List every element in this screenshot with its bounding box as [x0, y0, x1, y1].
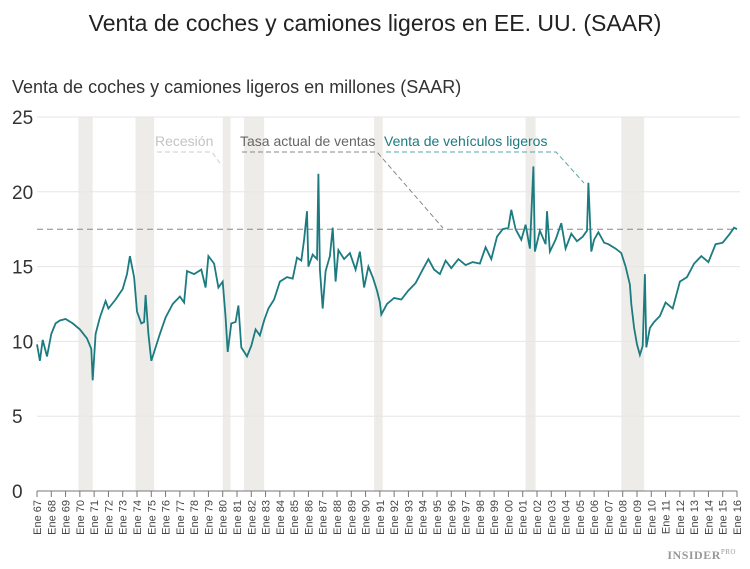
x-tick-label: Ene 16	[732, 500, 744, 535]
x-tick-label: Ene 86	[303, 500, 315, 535]
x-tick-label: Ene 72	[103, 500, 115, 535]
recession-band	[525, 117, 536, 491]
chart-title: Venta de coches y camiones ligeros en EE…	[88, 10, 662, 36]
x-tick-label: Ene 12	[675, 500, 687, 535]
y-tick-label: 15	[12, 258, 33, 279]
x-tick-label: Ene 94	[418, 500, 430, 535]
x-tick-label: Ene 90	[361, 500, 373, 535]
x-tick-label: Ene 01	[518, 500, 530, 535]
x-tick-label: Ene 68	[46, 500, 58, 535]
x-tick-label: Ene 78	[189, 500, 201, 535]
x-tick-label: Ene 11	[661, 500, 673, 534]
x-tick-label: Ene 92	[389, 500, 401, 535]
y-tick-label: 25	[12, 108, 33, 129]
x-tick-label: Ene 80	[218, 500, 230, 535]
x-tick-label: Ene 69	[61, 500, 73, 535]
recession-band	[222, 117, 231, 491]
x-tick-label: Ene 79	[203, 500, 215, 535]
insider-pro-logo: INSIDERPRO	[667, 548, 736, 562]
x-tick-label: Ene 98	[475, 500, 487, 535]
x-tick-label: Ene 08	[618, 500, 630, 535]
x-tick-label: Ene 67	[32, 500, 44, 535]
x-tick-label: Ene 03	[546, 500, 558, 535]
x-tick-label: Ene 76	[161, 500, 173, 535]
legend-series: Venta de vehículos ligeros	[384, 133, 547, 149]
x-tick-label: Ene 95	[432, 500, 444, 535]
x-tick-label: Ene 87	[318, 500, 330, 535]
x-tick-label: Ene 82	[246, 500, 258, 535]
recession-band	[374, 117, 383, 491]
annotations: Recesión Tasa actual de ventas Venta de …	[155, 133, 585, 229]
x-tick-label: Ene 96	[446, 500, 458, 535]
x-tick-label: Ene 07	[603, 500, 615, 535]
x-tick-label: Ene 70	[75, 500, 87, 535]
x-tick-label: Ene 13	[689, 500, 701, 535]
y-tick-label: 20	[12, 183, 33, 204]
x-tick-label: Ene 74	[132, 500, 144, 535]
x-tick-label: Ene 10	[646, 500, 658, 535]
x-tick-label: Ene 75	[146, 500, 158, 535]
x-tick-label: Ene 89	[346, 500, 358, 535]
x-tick-label: Ene 00	[503, 500, 515, 535]
x-tick-label: Ene 83	[261, 500, 273, 535]
recession-band	[78, 117, 93, 491]
y-tick-label: 0	[12, 482, 23, 503]
x-tick-label: Ene 09	[632, 500, 644, 535]
x-tick-label: Ene 71	[89, 500, 101, 535]
x-tick-label: Ene 85	[289, 500, 301, 535]
x-tick-label: Ene 73	[118, 500, 130, 535]
x-tick-label: Ene 14	[703, 500, 715, 535]
x-tick-label: Ene 88	[332, 500, 344, 535]
x-tick-label: Ene 99	[489, 500, 501, 535]
x-tick-label: Ene 93	[403, 500, 415, 535]
x-tick-label: Ene 02	[532, 500, 544, 535]
y-axis-label: Venta de coches y camiones ligeros en mi…	[12, 77, 462, 97]
legend-recession: Recesión	[155, 133, 213, 149]
series-line	[36, 166, 738, 381]
y-tick-label: 10	[12, 332, 33, 353]
x-tick-label: Ene 81	[232, 500, 244, 535]
x-tick-label: Ene 77	[175, 500, 187, 535]
x-tick-label: Ene 05	[575, 500, 587, 535]
x-tick-label: Ene 91	[375, 500, 387, 535]
legend-current-rate: Tasa actual de ventas	[240, 133, 375, 149]
y-tick-label: 5	[12, 407, 23, 428]
x-tick-label: Ene 06	[589, 500, 601, 535]
recession-band	[244, 117, 265, 491]
x-tick-label: Ene 84	[275, 500, 287, 535]
recession-band	[621, 117, 645, 491]
x-tick-label: Ene 04	[561, 500, 573, 535]
x-tick-label: Ene 97	[461, 500, 473, 535]
x-tick-label: Ene 15	[718, 500, 730, 535]
